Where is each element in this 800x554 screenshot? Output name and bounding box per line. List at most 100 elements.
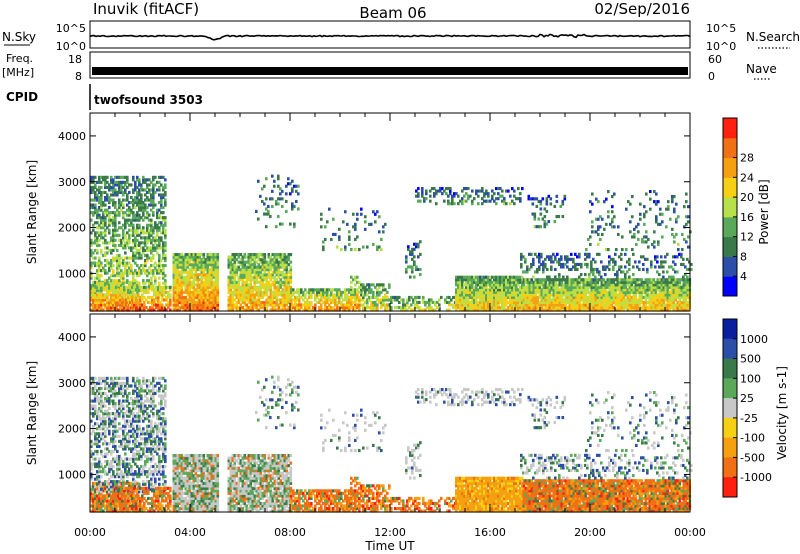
power-cell	[578, 303, 582, 307]
power-cell	[674, 308, 678, 312]
power-cell	[602, 283, 606, 287]
power-cell	[380, 298, 383, 302]
power-cell	[116, 190, 119, 195]
power-cell	[186, 260, 190, 264]
power-cell	[415, 267, 418, 272]
power-cell	[138, 203, 141, 207]
power-cell	[435, 189, 438, 193]
power-cell	[519, 306, 522, 310]
power-cell	[267, 280, 271, 284]
power-cell	[652, 283, 656, 287]
power-cell	[96, 283, 99, 287]
power-cell	[386, 306, 389, 310]
power-cell	[322, 308, 325, 312]
power-cell	[128, 241, 131, 245]
power-cell	[594, 267, 597, 272]
power-cell	[642, 288, 646, 292]
power-cell	[106, 175, 109, 179]
power-cell	[210, 283, 214, 287]
power-cell	[138, 243, 141, 248]
power-cell	[124, 295, 127, 300]
power-cell	[137, 285, 140, 289]
power-cell	[312, 306, 315, 310]
power-cell	[598, 308, 602, 312]
power-cell	[125, 303, 128, 307]
power-cell	[509, 285, 512, 289]
nsearch-tick-top: 10^5	[706, 22, 736, 35]
power-cell	[142, 201, 145, 205]
power-cell	[674, 290, 678, 294]
power-cell	[564, 257, 567, 261]
power-cell	[614, 260, 617, 264]
power-cell	[634, 300, 638, 305]
power-cell	[481, 275, 484, 279]
power-cell	[206, 278, 210, 282]
power-cell	[448, 300, 451, 305]
date-title: 02/Sep/2016	[594, 0, 690, 18]
power-cell	[116, 183, 119, 187]
power-cell	[530, 265, 533, 269]
power-cell	[208, 260, 212, 264]
power-cell	[114, 183, 117, 187]
power-cell	[212, 255, 216, 259]
power-cell	[188, 255, 192, 259]
power-cell	[540, 300, 544, 305]
power-cell	[100, 196, 103, 200]
power-cell	[576, 278, 580, 282]
power-cell	[118, 221, 121, 225]
power-cell	[251, 308, 255, 312]
power-cell	[475, 189, 478, 193]
power-cell	[536, 306, 540, 310]
power-cell	[235, 273, 239, 277]
power-cell	[150, 248, 153, 253]
power-cell	[162, 253, 165, 258]
power-cell	[208, 290, 212, 294]
power-cell	[493, 300, 496, 305]
power-cell	[340, 303, 343, 307]
power-cell	[628, 298, 632, 302]
power-cell	[338, 308, 341, 312]
power-cell	[328, 308, 331, 312]
power-cell	[162, 185, 165, 190]
power-cell	[100, 295, 103, 300]
power-cell	[136, 216, 139, 220]
power-cell	[521, 298, 524, 302]
power-cell	[116, 248, 119, 253]
power-cell	[292, 303, 295, 307]
power-cell	[564, 290, 568, 294]
power-cell	[273, 263, 277, 267]
power-cell	[676, 306, 680, 310]
power-cell	[194, 308, 198, 312]
power-cell	[519, 298, 522, 302]
power-cell	[676, 280, 680, 284]
power-cell	[530, 300, 534, 305]
power-cell	[634, 298, 638, 302]
power-cell	[162, 175, 165, 179]
power-cell	[532, 288, 536, 292]
power-cell	[150, 196, 153, 200]
power-cell	[283, 303, 287, 307]
power-cell	[682, 306, 686, 310]
power-cell	[576, 267, 579, 272]
power-cell	[366, 300, 369, 305]
power-cell	[265, 283, 269, 287]
power-cell	[594, 298, 598, 302]
power-cell	[188, 280, 192, 284]
power-cell	[422, 308, 425, 312]
power-cell	[546, 283, 550, 287]
power-cell	[461, 283, 464, 287]
power-cell	[326, 295, 329, 300]
power-cell	[128, 271, 131, 275]
power-cell	[642, 283, 646, 287]
power-cell	[239, 308, 243, 312]
power-cell	[152, 264, 155, 268]
power-cell	[542, 285, 546, 289]
power-cell	[200, 265, 204, 269]
power-cell	[157, 295, 160, 300]
power-cell	[560, 283, 564, 287]
power-cell	[558, 298, 562, 302]
power-cell	[178, 306, 182, 310]
power-cell	[138, 198, 141, 202]
power-cell	[116, 253, 119, 258]
power-cell	[666, 306, 670, 310]
